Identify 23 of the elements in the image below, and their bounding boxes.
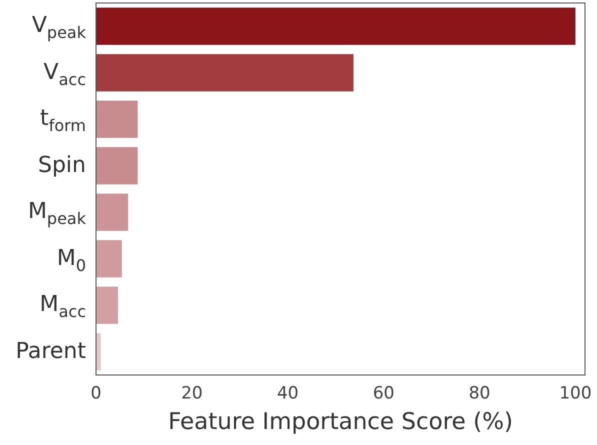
bar bbox=[96, 147, 138, 184]
bar bbox=[96, 194, 128, 231]
y-tick-label: V$_{acc}$ bbox=[44, 60, 86, 89]
bar bbox=[96, 286, 118, 324]
y-tick-label: V$_{peak}$ bbox=[32, 13, 86, 42]
x-tick-label: 0 bbox=[90, 384, 102, 404]
bar bbox=[96, 100, 138, 138]
y-tick-label: M$_{acc}$ bbox=[40, 292, 86, 322]
y-tick-label: M$_{0}$ bbox=[56, 246, 86, 275]
bar bbox=[96, 8, 576, 45]
x-tick-label: 60 bbox=[372, 384, 394, 404]
x-axis-title: Feature Importance Score (%) bbox=[168, 409, 513, 436]
x-tick-label: 20 bbox=[181, 384, 203, 404]
x-tick-label: 100 bbox=[559, 384, 592, 404]
y-tick-label: t$_{form}$ bbox=[40, 106, 86, 136]
y-tick-label: M$_{peak}$ bbox=[28, 199, 86, 228]
bar bbox=[96, 54, 354, 92]
bar bbox=[96, 240, 122, 278]
x-tick-label: 80 bbox=[468, 384, 490, 404]
y-tick-label: Spin bbox=[38, 152, 86, 178]
x-tick-label: 40 bbox=[276, 384, 299, 404]
y-tick-label: Parent bbox=[16, 338, 86, 364]
bar bbox=[96, 333, 101, 370]
